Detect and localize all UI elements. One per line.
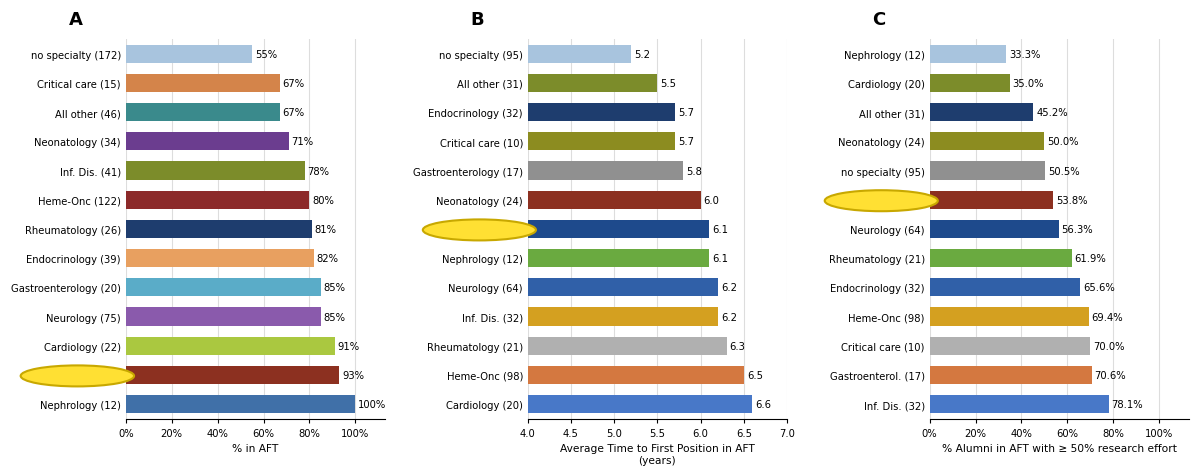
Bar <box>930 220 1058 238</box>
Text: 5.5: 5.5 <box>660 79 677 89</box>
X-axis label: % in AFT: % in AFT <box>233 443 278 453</box>
Bar <box>126 249 314 268</box>
Text: 6.1: 6.1 <box>713 225 728 234</box>
Bar <box>182 162 683 180</box>
Bar <box>182 366 744 384</box>
Text: 6.0: 6.0 <box>703 195 720 205</box>
Text: 70.0%: 70.0% <box>1093 341 1124 351</box>
Bar <box>182 337 726 355</box>
Bar <box>182 278 718 297</box>
Text: 85%: 85% <box>324 312 346 322</box>
Bar <box>930 104 1033 122</box>
Text: 69.4%: 69.4% <box>1092 312 1123 322</box>
Text: 50.0%: 50.0% <box>1048 137 1079 147</box>
Text: 6.3: 6.3 <box>730 341 745 351</box>
Bar <box>126 308 320 326</box>
Text: 100%: 100% <box>358 399 386 409</box>
Text: 91%: 91% <box>337 341 360 351</box>
Bar <box>930 46 1006 64</box>
Bar <box>182 46 631 64</box>
Bar <box>126 366 340 384</box>
Text: 78%: 78% <box>307 166 330 176</box>
Bar <box>182 75 658 93</box>
Bar <box>930 278 1080 297</box>
Bar <box>182 133 674 151</box>
Ellipse shape <box>20 366 134 387</box>
Text: 6.2: 6.2 <box>721 283 737 293</box>
Bar <box>126 278 320 297</box>
Text: 50.5%: 50.5% <box>1049 166 1080 176</box>
Bar <box>126 162 305 180</box>
Ellipse shape <box>422 220 536 241</box>
Bar <box>126 191 310 209</box>
Text: 45.2%: 45.2% <box>1036 108 1068 118</box>
Bar <box>126 133 289 151</box>
Text: 6.2: 6.2 <box>721 312 737 322</box>
Text: 6.5: 6.5 <box>746 370 763 380</box>
Bar <box>182 308 718 326</box>
Bar <box>182 104 674 122</box>
Bar <box>126 75 280 93</box>
Text: 35.0%: 35.0% <box>1013 79 1044 89</box>
Bar <box>930 308 1088 326</box>
Text: 78.1%: 78.1% <box>1111 399 1144 409</box>
Bar <box>126 104 280 122</box>
Text: 55%: 55% <box>254 50 277 60</box>
Text: 70.6%: 70.6% <box>1094 370 1126 380</box>
Bar <box>182 395 752 413</box>
Bar <box>930 395 1109 413</box>
Text: 67%: 67% <box>282 108 305 118</box>
Text: 6.1: 6.1 <box>713 254 728 264</box>
Bar <box>930 133 1044 151</box>
X-axis label: % Alumni in AFT with ≥ 50% research effort: % Alumni in AFT with ≥ 50% research effo… <box>942 443 1177 453</box>
Bar <box>930 162 1045 180</box>
Bar <box>126 220 312 238</box>
Bar <box>930 249 1072 268</box>
Bar <box>930 337 1091 355</box>
Text: 33.3%: 33.3% <box>1009 50 1040 60</box>
Text: 5.7: 5.7 <box>678 137 694 147</box>
Text: 67%: 67% <box>282 79 305 89</box>
Text: 5.8: 5.8 <box>686 166 702 176</box>
Text: A: A <box>68 11 83 29</box>
X-axis label: Average Time to First Position in AFT
(years): Average Time to First Position in AFT (y… <box>560 443 755 465</box>
Ellipse shape <box>824 191 938 212</box>
Bar <box>126 337 335 355</box>
Text: 53.8%: 53.8% <box>1056 195 1087 205</box>
Bar <box>182 191 701 209</box>
Text: C: C <box>872 11 886 29</box>
Text: 85%: 85% <box>324 283 346 293</box>
Text: 71%: 71% <box>292 137 313 147</box>
Text: 81%: 81% <box>314 225 336 234</box>
Text: 93%: 93% <box>342 370 364 380</box>
Bar <box>182 249 709 268</box>
Bar <box>930 366 1092 384</box>
Text: 65.6%: 65.6% <box>1082 283 1115 293</box>
Bar <box>930 75 1010 93</box>
Text: 6.6: 6.6 <box>756 399 772 409</box>
Text: 5.2: 5.2 <box>635 50 650 60</box>
Text: 61.9%: 61.9% <box>1074 254 1106 264</box>
Bar <box>126 395 355 413</box>
Text: B: B <box>470 11 485 29</box>
Text: 80%: 80% <box>312 195 334 205</box>
Bar <box>930 191 1054 209</box>
Text: 56.3%: 56.3% <box>1062 225 1093 234</box>
Bar <box>182 220 709 238</box>
Bar <box>126 46 252 64</box>
Text: 82%: 82% <box>317 254 338 264</box>
Text: 5.7: 5.7 <box>678 108 694 118</box>
